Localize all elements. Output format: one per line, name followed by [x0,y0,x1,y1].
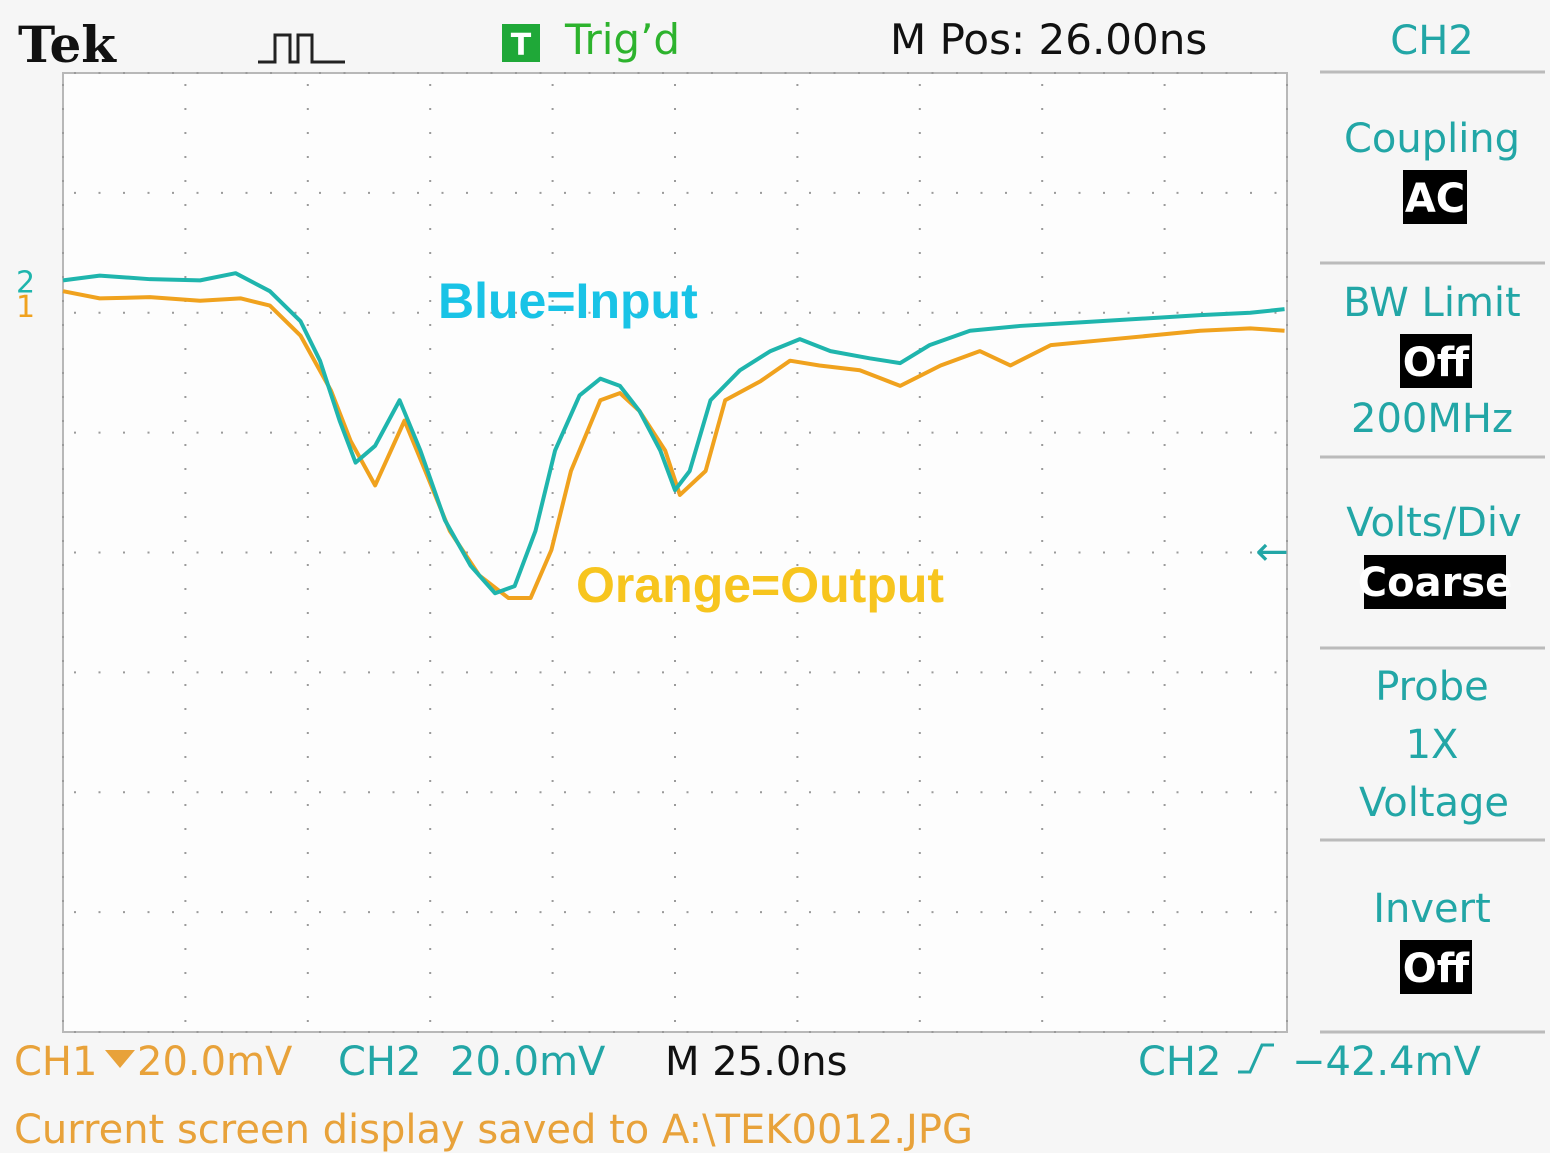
trigger-slope-icon [1238,1043,1274,1074]
brand: Tek [18,15,117,74]
trigger-state: Trig’d [564,15,680,64]
trigger-level: −42.4mV [1292,1039,1482,1085]
trace [62,271,1285,596]
menu-value[interactable]: 1X [1406,722,1459,768]
status-message: Current screen display saved to A:\TEK00… [14,1107,973,1153]
trigger-icon: T [511,28,532,63]
menu-detail: 200MHz [1351,396,1513,442]
position: M Pos: 26.00ns [890,15,1207,64]
ch2-label: CH2 [338,1039,421,1085]
acquire-icon [258,33,345,64]
menu-label: Volts/Div [1346,500,1521,546]
menu-value-box [1364,555,1506,609]
channel: CH2 [1390,18,1473,64]
menu-label: BW Limit [1343,280,1520,326]
annotation: Orange=Output [576,557,944,613]
menu-label: Coupling [1344,116,1520,162]
annotation: Blue=Input [438,273,698,329]
side-menu: Coupling AC BW Limit Off 200MHz Volts/Di… [1320,70,1545,1034]
menu-value-box [1400,334,1472,388]
menu-value-box [1400,940,1472,994]
trigger-level-marker: ← [1255,529,1289,575]
menu-detail: Voltage [1359,780,1509,826]
channel-marker: 2 [16,265,35,300]
ch1-coupling-icon [105,1050,135,1068]
timebase: M 25.0ns [665,1039,847,1085]
menu-value[interactable]: AC [1405,176,1465,222]
trigger-channel: CH2 [1138,1039,1221,1085]
plot: Blue=Input Orange=Output 21 [16,72,1288,1033]
ch1-scale: 20.0mV [137,1039,293,1085]
trace [62,289,1285,601]
trigger-icon-box [502,24,540,62]
menu-value[interactable]: Off [1403,946,1470,992]
graticule [62,72,1288,1033]
menu-value[interactable]: Off [1403,340,1470,386]
menu-value[interactable]: Coarse [1358,560,1513,606]
menu-label: Probe [1375,664,1488,710]
ch2-scale: 20.0mV [450,1039,606,1085]
menu-label: Invert [1373,886,1491,932]
menu-value-box [1403,170,1467,224]
channel-marker: 1 [16,290,35,325]
ch1-label: CH1 [14,1039,97,1085]
